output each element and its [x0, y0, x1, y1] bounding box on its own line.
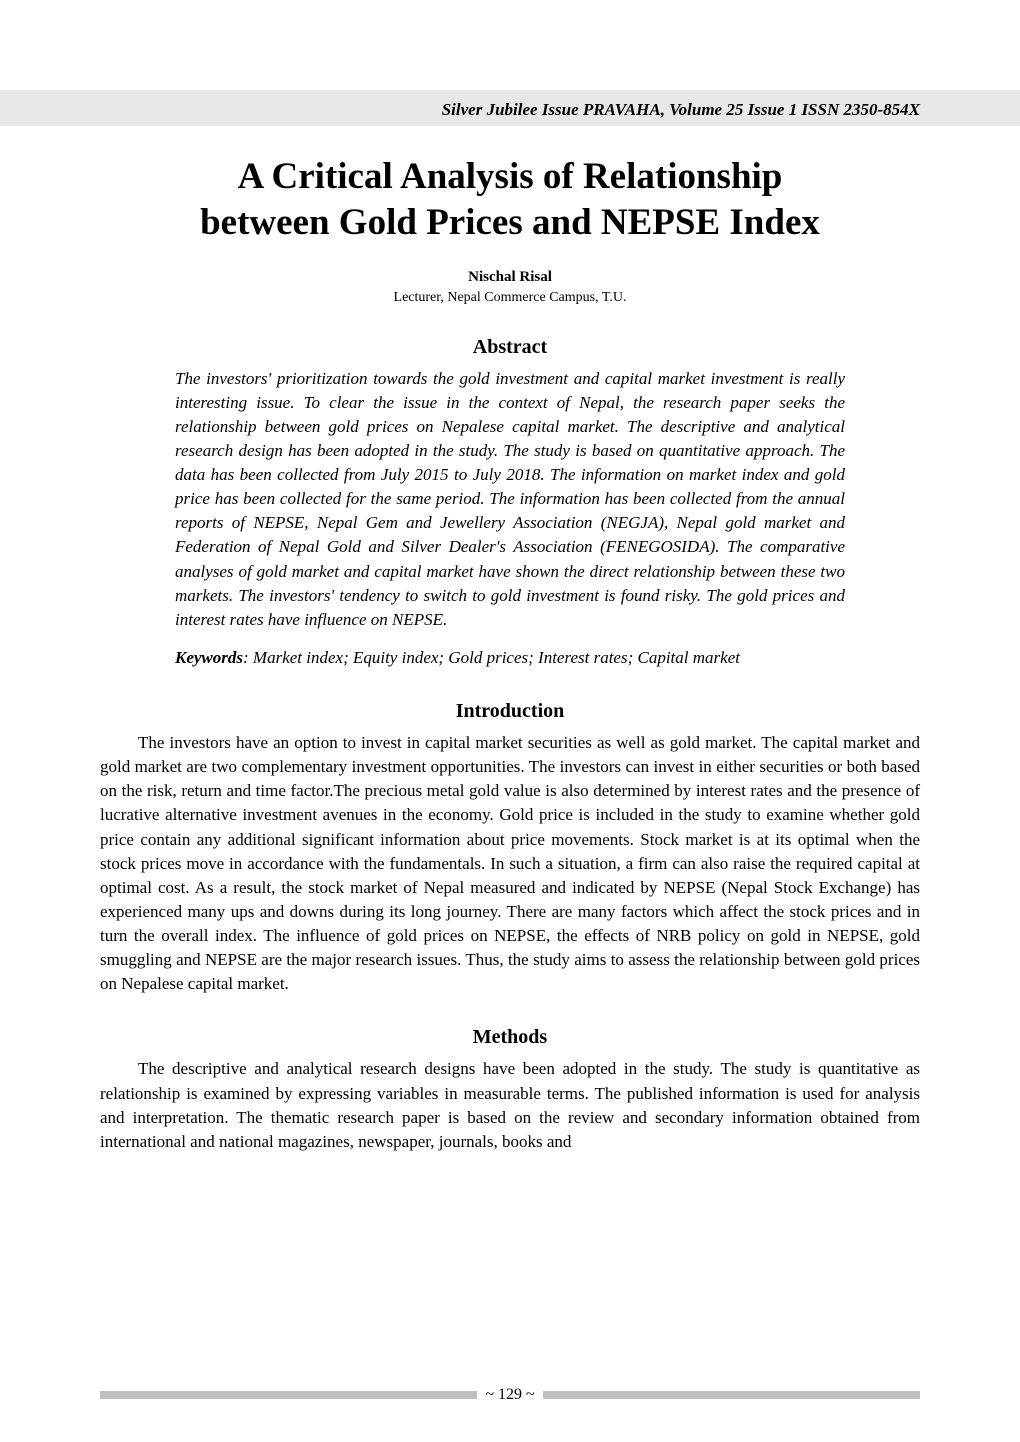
footer-bar-right: [543, 1391, 920, 1399]
methods-text: The descriptive and analytical research …: [100, 1057, 920, 1154]
keywords-label: Keywords: [175, 648, 243, 667]
author-affiliation: Lecturer, Nepal Commerce Campus, T.U.: [100, 290, 920, 306]
page-container: Silver Jubilee Issue PRAVAHA, Volume 25 …: [0, 0, 1020, 1194]
journal-header: Silver Jubilee Issue PRAVAHA, Volume 25 …: [100, 100, 920, 120]
page-number: ~ 129 ~: [481, 1386, 538, 1404]
introduction-text: The investors have an option to invest i…: [100, 731, 920, 996]
abstract-heading: Abstract: [100, 336, 920, 359]
page-footer: ~ 129 ~: [0, 1386, 1020, 1404]
author-name: Nischal Risal: [100, 269, 920, 286]
introduction-heading: Introduction: [100, 700, 920, 723]
methods-heading: Methods: [100, 1026, 920, 1049]
title-line-2: between Gold Prices and NEPSE Index: [200, 202, 820, 243]
header-band: Silver Jubilee Issue PRAVAHA, Volume 25 …: [0, 90, 1020, 126]
abstract-text: The investors' prioritization towards th…: [175, 367, 845, 632]
footer-line: ~ 129 ~: [0, 1386, 1020, 1404]
title-line-1: A Critical Analysis of Relationship: [238, 156, 783, 197]
keywords-block: Keywords: Market index; Equity index; Go…: [175, 646, 845, 670]
keywords-text: : Market index; Equity index; Gold price…: [243, 648, 740, 667]
paper-title: A Critical Analysis of Relationship betw…: [100, 154, 920, 247]
footer-bar-left: [100, 1391, 477, 1399]
